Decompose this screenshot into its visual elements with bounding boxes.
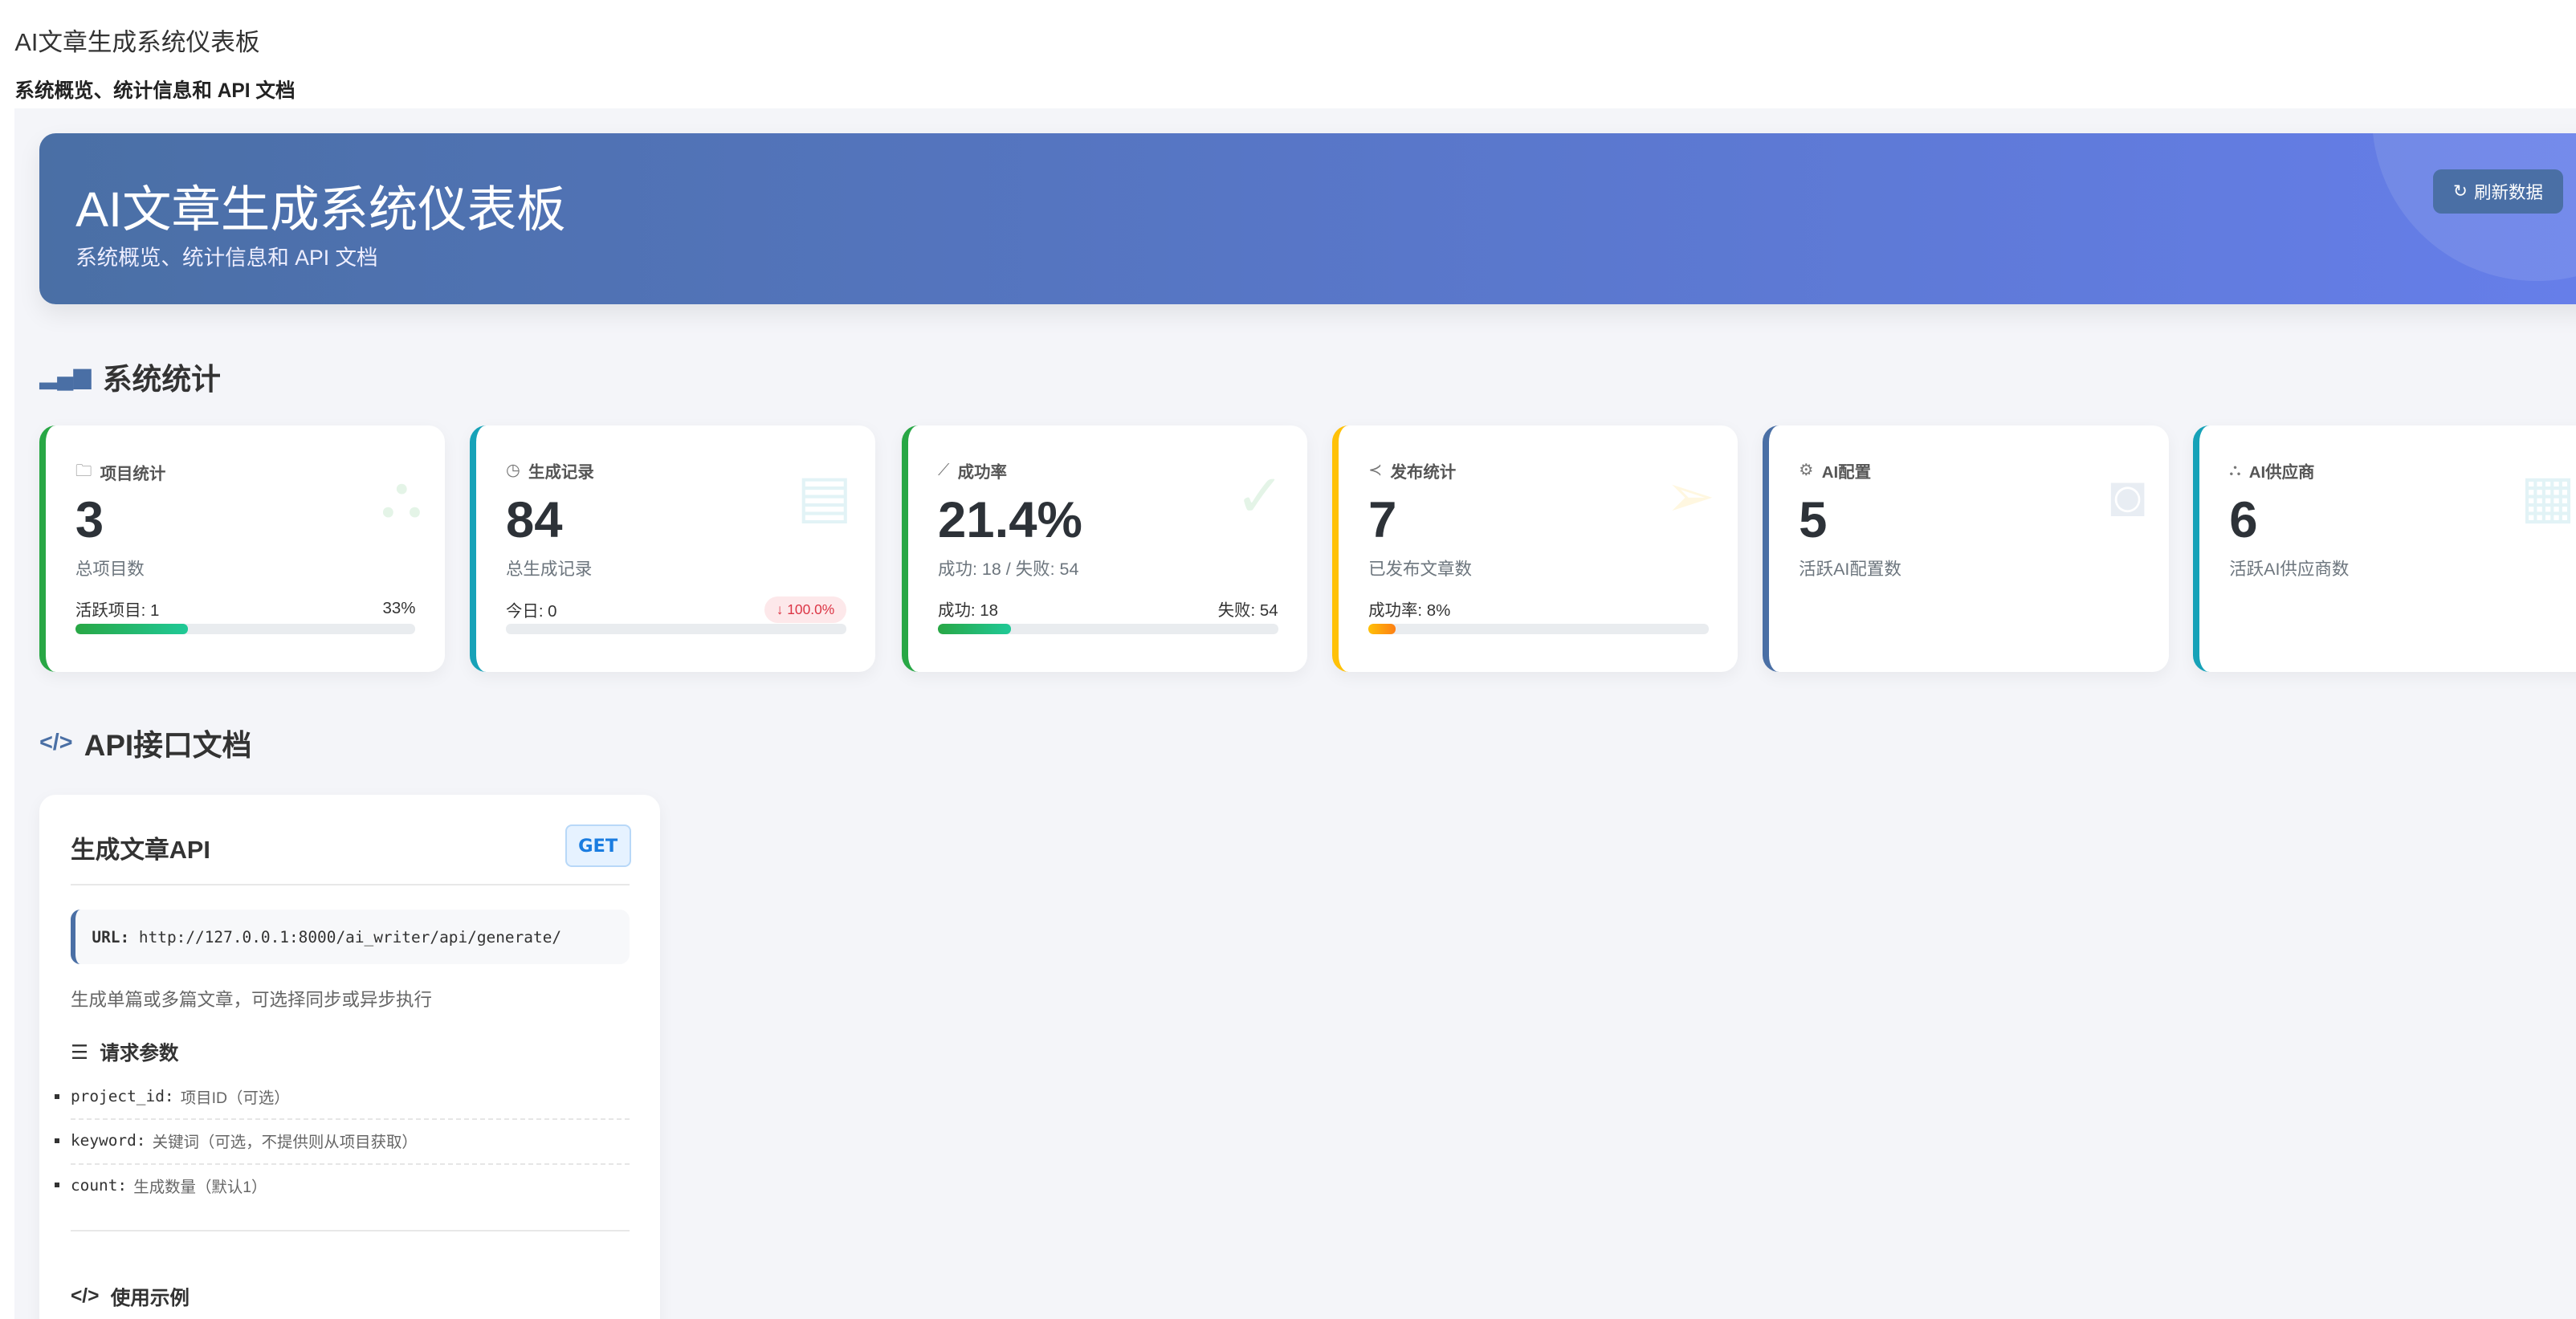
gear-icon: ⚙: [1799, 461, 1814, 480]
url-value[interactable]: http://127.0.0.1:8000/ai_writer/api/gene…: [138, 927, 562, 947]
folder-icon: 🗀: [75, 461, 92, 480]
stat-value: 21.4%: [938, 491, 1082, 548]
share-icon: ≺: [1368, 461, 1383, 480]
page-subtitle: 系统概览、统计信息和 API 文档: [14, 80, 296, 103]
document-icon: ▤: [797, 462, 853, 529]
param-desc: 项目ID（可选）: [180, 1089, 290, 1108]
stat-card: ⟋ 成功率 ✓ 21.4% 成功: 18 / 失败: 54 成功: 18 失败: 54: [902, 425, 1308, 672]
url-label: URL:: [92, 927, 130, 947]
stat-label: 成功: 18 / 失败: 54: [938, 559, 1079, 579]
stat-value: 6: [2229, 491, 2258, 548]
page-title: AI文章生成系统仪表板: [14, 27, 260, 56]
stat-label: 活跃AI配置数: [1799, 559, 1901, 579]
check-circle-icon: ✓: [1235, 462, 1285, 529]
stat-card-title: 发布统计: [1390, 462, 1457, 482]
stat-card-title: 项目统计: [100, 465, 166, 484]
stat-row: 成功率: 8%: [1368, 596, 1709, 621]
param-item: project_id: 项目ID（可选）: [54, 1074, 630, 1121]
stat-label: 总生成记录: [505, 559, 593, 579]
progress-bar: [75, 624, 416, 634]
header-banner: AI文章生成系统仪表板 系统概览、统计信息和 API 文档 ↻ 刷新数据: [39, 132, 2576, 304]
diagram-icon: ⛬: [2229, 460, 2241, 479]
stat-value: 7: [1368, 491, 1397, 548]
list-icon: ☰: [70, 1041, 88, 1064]
api-title: API接口文档: [84, 729, 252, 763]
bar-chart-icon: ▂▄▆: [39, 364, 92, 390]
stat-card-header: 🗀 项目统计: [75, 458, 165, 486]
banner-title: AI文章生成系统仪表板: [75, 181, 566, 238]
stat-row: 今日: 0 ↓ 100.0%: [506, 596, 846, 623]
stat-card-header: ⟋ 成功率: [938, 458, 1007, 482]
stat-card-header: ⛬ AI供应商: [2229, 458, 2314, 482]
stat-label: 活跃AI供应商数: [2229, 559, 2350, 579]
stat-card-header: ⚙ AI配置: [1799, 458, 1871, 482]
chart-line-icon: ⟋: [938, 460, 950, 479]
api-description: 生成单篇或多篇文章，可选择同步或异步执行: [70, 989, 432, 1010]
progress-bar: [505, 624, 846, 634]
stat-row-left: 今日: 0: [505, 602, 557, 621]
stat-value: 3: [75, 491, 104, 548]
stat-label: 已发布文章数: [1368, 559, 1472, 579]
example-title: 使用示例: [110, 1287, 190, 1309]
params-heading: ☰ 请求参数: [71, 1038, 179, 1066]
stat-row-right: 33%: [382, 598, 416, 617]
refresh-icon: ↻: [2452, 181, 2468, 201]
divider: [70, 883, 630, 885]
stat-label: 总项目数: [75, 559, 145, 579]
stat-card: ⚙ AI配置 ◙ 5 活跃AI配置数: [1763, 425, 2169, 672]
progress-fill: [938, 624, 1011, 634]
dashboard-container: AI文章生成系统仪表板 系统概览、统计信息和 API 文档 ↻ 刷新数据 ▂▄▆ 系…: [14, 108, 2576, 1319]
stat-row-left: 成功率: 8%: [1368, 600, 1451, 620]
stat-row: 成功: 18 失败: 54: [938, 596, 1278, 621]
sitemap-icon: ⛬: [381, 462, 422, 529]
example-heading: </> 使用示例: [71, 1283, 190, 1311]
stat-card: ≺ 发布统计 ➢ 7 已发布文章数 成功率: 8%: [1332, 425, 1738, 672]
stat-card-header: ◷ 生成记录: [506, 458, 594, 482]
clock-icon: ◷: [505, 461, 520, 480]
api-card: 生成文章API GET URL: http://127.0.0.1:8000/a…: [39, 795, 661, 1319]
refresh-label: 刷新数据: [2474, 182, 2543, 202]
stats-section-title: ▂▄▆ 系统统计: [39, 355, 221, 398]
stat-card: 🗀 项目统计 ⛬ 3 总项目数活跃项目: 1 33%: [39, 425, 446, 672]
stats-title: 系统统计: [102, 362, 221, 396]
stat-row: 活跃项目: 1 33%: [75, 596, 416, 621]
paper-plane-icon: ➢: [1665, 462, 1715, 529]
params-title: 请求参数: [100, 1043, 179, 1065]
param-item: keyword: 关键词（可选，不提供则从项目获取）: [54, 1118, 630, 1165]
divider: [70, 1230, 630, 1232]
progress-fill: [1368, 624, 1396, 634]
stat-row-left: 活跃项目: 1: [75, 600, 160, 620]
stat-value: 84: [505, 491, 563, 548]
stat-row-left: 成功: 18: [938, 600, 999, 620]
banner-subtitle: 系统概览、统计信息和 API 文档: [75, 245, 378, 270]
param-name: count:: [70, 1175, 128, 1195]
code-icon: </>: [70, 1285, 100, 1308]
param-name: keyword:: [70, 1131, 146, 1150]
param-desc: 关键词（可选，不提供则从项目获取）: [152, 1134, 418, 1152]
api-card-title: 生成文章API: [70, 836, 210, 865]
param-item: count: 生成数量（默认1）: [54, 1163, 630, 1207]
database-icon: ▦: [2520, 462, 2576, 529]
param-desc: 生成数量（默认1）: [133, 1178, 267, 1196]
stat-card-title: AI配置: [1821, 462, 1872, 482]
progress-bar: [938, 624, 1278, 634]
stat-value: 5: [1799, 491, 1828, 548]
trend-badge: ↓ 100.0%: [764, 596, 846, 623]
stat-row-right: 失败: 54: [1217, 600, 1278, 620]
robot-icon: ◙: [2109, 462, 2146, 529]
stat-card-title: AI供应商: [2248, 462, 2315, 482]
stat-card-header: ≺ 发布统计: [1368, 458, 1456, 482]
progress-fill: [75, 624, 188, 634]
stat-card-title: 生成记录: [528, 462, 594, 482]
stat-card-title: 成功率: [957, 462, 1007, 482]
url-box: URL: http://127.0.0.1:8000/ai_writer/api…: [70, 910, 630, 964]
code-icon: </>: [39, 729, 73, 755]
api-section-title: </> API接口文档: [39, 721, 251, 764]
method-badge: GET: [565, 824, 631, 868]
param-name: project_id:: [70, 1087, 174, 1106]
stat-card: ⛬ AI供应商 ▦ 6 活跃AI供应商数: [2193, 425, 2576, 672]
refresh-button[interactable]: ↻ 刷新数据: [2433, 169, 2563, 214]
stat-card: ◷ 生成记录 ▤ 84 总生成记录今日: 0 ↓ 100.0%: [470, 425, 876, 672]
progress-bar: [1368, 624, 1709, 634]
